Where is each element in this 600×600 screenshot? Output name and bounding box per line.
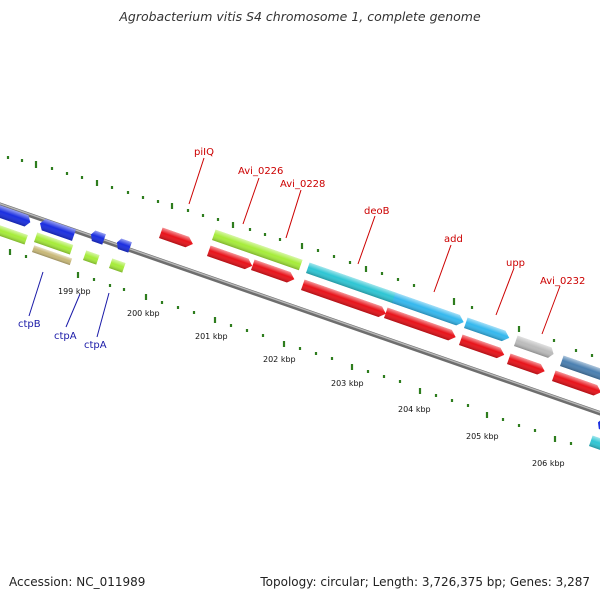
- gene-label-upp[interactable]: upp: [506, 258, 525, 269]
- gene-label-deoB[interactable]: deoB: [364, 206, 390, 217]
- gene-label-Avi_0232[interactable]: Avi_0232: [540, 276, 585, 287]
- accession-text: Accession: NC_011989: [9, 575, 146, 589]
- gene-label-piIQ[interactable]: piIQ: [194, 147, 214, 158]
- gene-feature[interactable]: [589, 435, 600, 453]
- gene-label-Avi_0226[interactable]: Avi_0226: [238, 166, 283, 177]
- gene-label-ctpA[interactable]: ctpA: [54, 331, 77, 342]
- tick-labels: 199 kbp 200 kbp 201 kbp 202 kbp 203 kbp …: [58, 287, 565, 468]
- tick-label: 205 kbp: [466, 432, 499, 441]
- inner-ruler: [8, 249, 573, 445]
- tick-label: 201 kbp: [195, 332, 228, 341]
- gene-feature[interactable]: [560, 355, 600, 383]
- gene-Avi_0226[interactable]: [212, 229, 303, 271]
- tick-label: 204 kbp: [398, 405, 431, 414]
- gene-feature[interactable]: [207, 245, 254, 272]
- gene-label-Avi_0228[interactable]: Avi_0228: [280, 179, 325, 190]
- gene-label-add[interactable]: add: [444, 234, 463, 245]
- tick-label: 199 kbp: [58, 287, 91, 296]
- gene-feature[interactable]: [301, 279, 388, 319]
- gene-feature[interactable]: [115, 238, 132, 253]
- gene-feature[interactable]: [89, 230, 106, 245]
- forward-strand-genes: [0, 203, 600, 453]
- gene-label-ctpB[interactable]: ctpB: [18, 319, 41, 330]
- gene-Avi_0232[interactable]: [514, 335, 555, 360]
- gene-feature[interactable]: [83, 250, 100, 265]
- gene-feature[interactable]: [0, 223, 28, 245]
- gene-upp[interactable]: [464, 317, 511, 344]
- chromosome-backbone: [0, 202, 600, 416]
- gene-feature[interactable]: [38, 218, 76, 241]
- gene-feature[interactable]: [32, 245, 73, 266]
- leader-lines: [28, 157, 561, 338]
- gene-labels: piIQ Avi_0226 Avi_0228 deoB add upp Avi_…: [18, 147, 585, 351]
- gene-feature[interactable]: [384, 307, 458, 343]
- gene-label-ctpA-2[interactable]: ctpA: [84, 340, 107, 351]
- tick-label: 202 kbp: [263, 355, 296, 364]
- gene-feature[interactable]: [109, 258, 126, 273]
- gene-feature[interactable]: [34, 232, 74, 255]
- gene-feature[interactable]: [507, 353, 547, 377]
- outer-ruler: [6, 156, 594, 357]
- tick-label: 200 kbp: [127, 309, 160, 318]
- gene-feature[interactable]: [596, 418, 600, 433]
- gene-feature[interactable]: [552, 370, 600, 398]
- map-title: Agrobacterium vitis S4 chromosome 1, com…: [119, 9, 481, 24]
- tick-label: 203 kbp: [331, 379, 364, 388]
- gene-add[interactable]: [392, 292, 466, 328]
- topology-text: Topology: circular; Length: 3,726,375 bp…: [260, 575, 590, 589]
- tick-label: 206 kbp: [532, 459, 565, 468]
- gene-piIQ[interactable]: [159, 227, 195, 250]
- gene-feature[interactable]: [0, 203, 32, 227]
- gene-deoB[interactable]: [306, 262, 397, 304]
- gene-Avi_0228[interactable]: [251, 259, 296, 285]
- gene-feature[interactable]: [459, 334, 506, 361]
